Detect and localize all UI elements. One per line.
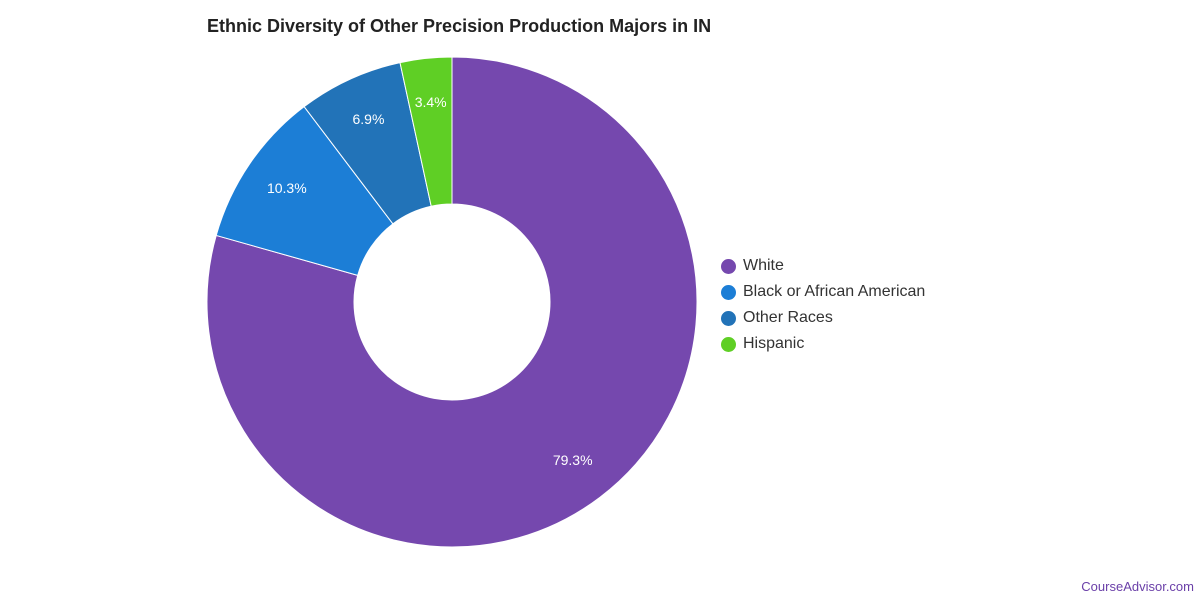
legend-item-other-races[interactable]: Other Races	[721, 305, 925, 331]
legend-label: Black or African American	[743, 283, 926, 300]
legend-swatch-other-races	[721, 310, 736, 326]
chart-title: Ethnic Diversity of Other Precision Prod…	[207, 16, 712, 36]
legend-swatch-hispanic	[721, 336, 736, 352]
slice-white[interactable]	[206, 56, 698, 548]
legend-label: Hispanic	[743, 335, 805, 352]
slice-label-black-or-african-american: 10.3%	[267, 180, 307, 196]
chart-legend: White Black or African American Other Race…	[721, 253, 925, 357]
legend-swatch-black-or-african-american	[721, 284, 736, 300]
source-credit[interactable]: CourseAdvisor.com	[1081, 579, 1194, 594]
legend-item-hispanic[interactable]: Hispanic	[721, 331, 925, 357]
legend-label: Other Races	[743, 309, 833, 326]
slice-hispanic[interactable]	[399, 56, 453, 207]
slice-label-white: 79.3%	[553, 452, 593, 468]
slice-label-hispanic: 3.4%	[415, 94, 447, 110]
legend-swatch-white	[721, 258, 736, 274]
legend-item-black-or-african-american[interactable]: Black or African American	[721, 279, 925, 305]
slice-black-or-african-american[interactable]	[215, 105, 394, 276]
slice-label-other-races: 6.9%	[353, 111, 385, 127]
legend-label: White	[743, 257, 784, 274]
legend-item-white[interactable]: White	[721, 253, 925, 279]
